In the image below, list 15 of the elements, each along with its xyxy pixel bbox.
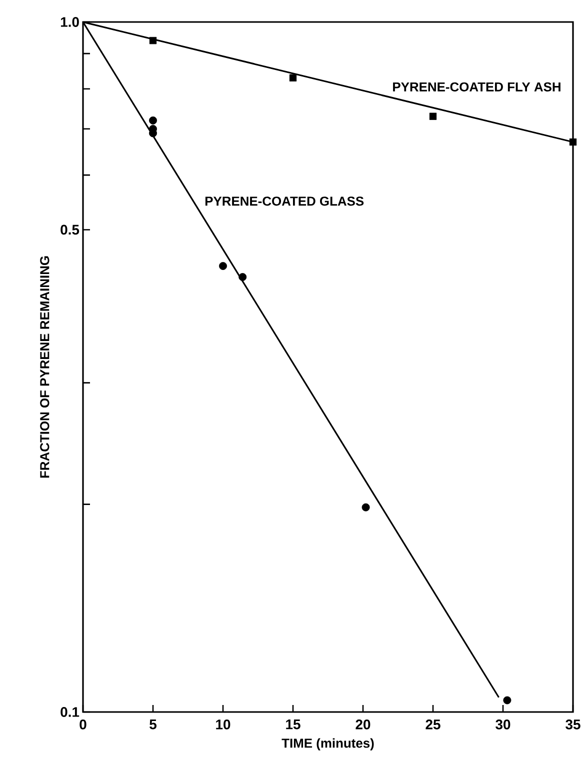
y-tick-label: 1.0 [60, 17, 79, 27]
series-label: PYRENE-COATED GLASS [205, 196, 364, 206]
y-tick-label: 0.1 [60, 707, 80, 717]
series-label: PYRENE-COATED FLY ASH [393, 82, 560, 92]
y-axis-title: FRACTION OF PYRENE REMAINING [40, 256, 50, 478]
x-axis-title: TIME (minutes) [282, 738, 374, 750]
x-tick-label: 5 [150, 720, 156, 730]
x-tick-label: 25 [426, 720, 440, 730]
x-tick-label: 35 [566, 720, 580, 730]
y-tick-label: 0.5 [60, 224, 80, 235]
x-tick-label: 10 [216, 720, 230, 730]
x-tick-label: 30 [496, 720, 510, 730]
x-tick-label: 0 [80, 720, 86, 730]
x-tick-label: 15 [286, 720, 300, 730]
x-tick-label: 20 [356, 720, 370, 730]
